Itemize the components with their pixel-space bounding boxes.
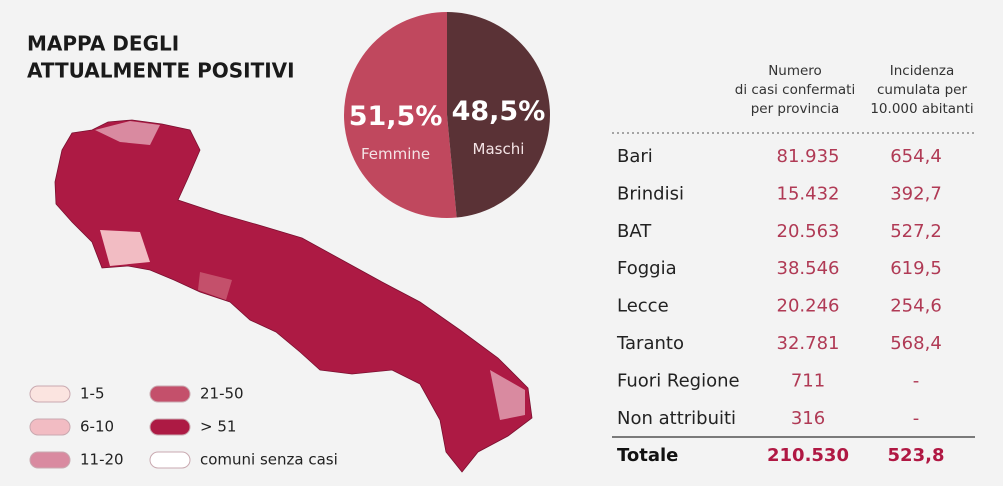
slice-category-label: Maschi: [473, 140, 525, 158]
legend-swatch: [29, 451, 71, 469]
total-value: 523,8: [888, 445, 945, 466]
cell-value: 392,7: [890, 183, 942, 204]
slice-value-label: 48,5%: [452, 96, 546, 127]
cell-value: 527,2: [890, 221, 942, 242]
legend-label: 1-5: [80, 385, 105, 403]
cell-value: 619,5: [890, 258, 942, 279]
row-label: Foggia: [617, 258, 677, 279]
column-header: Numero: [768, 63, 822, 79]
legend-swatch: [149, 385, 191, 403]
table: Numero di casi confermati per provincia Inc…: [612, 63, 975, 466]
cell-value: -: [913, 370, 920, 391]
row-label: Bari: [617, 146, 653, 167]
cell-value: 20.246: [777, 296, 840, 317]
map-title: ATTUALMENTE POSITIVI: [27, 59, 295, 83]
area: [490, 370, 525, 420]
column-header: Incidenza: [890, 63, 955, 79]
cell-value: -: [913, 408, 920, 429]
map-title: MAPPA DEGLI: [27, 32, 179, 56]
cell-value: 15.432: [777, 183, 840, 204]
row-label: Fuori Regione: [617, 370, 740, 391]
pie-slice: [343, 11, 457, 219]
total-label: Totale: [617, 445, 678, 466]
column-header: 10.000 abitanti: [870, 101, 973, 117]
cell-value: 654,4: [890, 146, 942, 167]
cell-value: 568,4: [890, 333, 942, 354]
legend-swatch: [149, 451, 191, 469]
legend-label: comuni senza casi: [200, 451, 338, 469]
legend-swatch: [29, 418, 71, 436]
row-label: BAT: [617, 221, 652, 242]
legend-label: 6-10: [80, 418, 114, 436]
cell-value: 20.563: [777, 221, 840, 242]
total-value: 210.530: [767, 445, 849, 466]
cell-value: 316: [791, 408, 825, 429]
legend-swatch: [149, 418, 191, 436]
row-label: Brindisi: [617, 183, 684, 204]
area: [100, 230, 150, 266]
map: [54, 119, 533, 473]
row-label: Non attribuiti: [617, 408, 736, 429]
area: [95, 121, 160, 145]
legend-swatch: [29, 385, 71, 403]
slice-value-label: 51,5%: [349, 101, 443, 132]
cell-value: 38.546: [777, 258, 840, 279]
cell-value: 254,6: [890, 296, 942, 317]
legend-label: 21-50: [200, 385, 244, 403]
legend: 1-5 6-10 11-20 21-50 > 51 comuni senza casi: [29, 385, 338, 469]
cell-value: 81.935: [777, 146, 840, 167]
cell-value: 711: [791, 370, 825, 391]
area: [198, 272, 232, 300]
pie-slice: [447, 12, 550, 218]
column-header: per provincia: [751, 101, 840, 117]
pie-chart: 51,5% Femmine 48,5% Maschi: [343, 11, 550, 219]
legend-label: 11-20: [80, 451, 124, 469]
row-label: Taranto: [616, 333, 684, 354]
column-header: di casi confermati: [735, 82, 855, 98]
slice-category-label: Femmine: [361, 145, 430, 163]
column-header: cumulata per: [877, 82, 967, 98]
region-shape: [54, 119, 533, 473]
row-label: Lecce: [617, 296, 669, 317]
legend-label: > 51: [200, 418, 236, 436]
cell-value: 32.781: [777, 333, 840, 354]
